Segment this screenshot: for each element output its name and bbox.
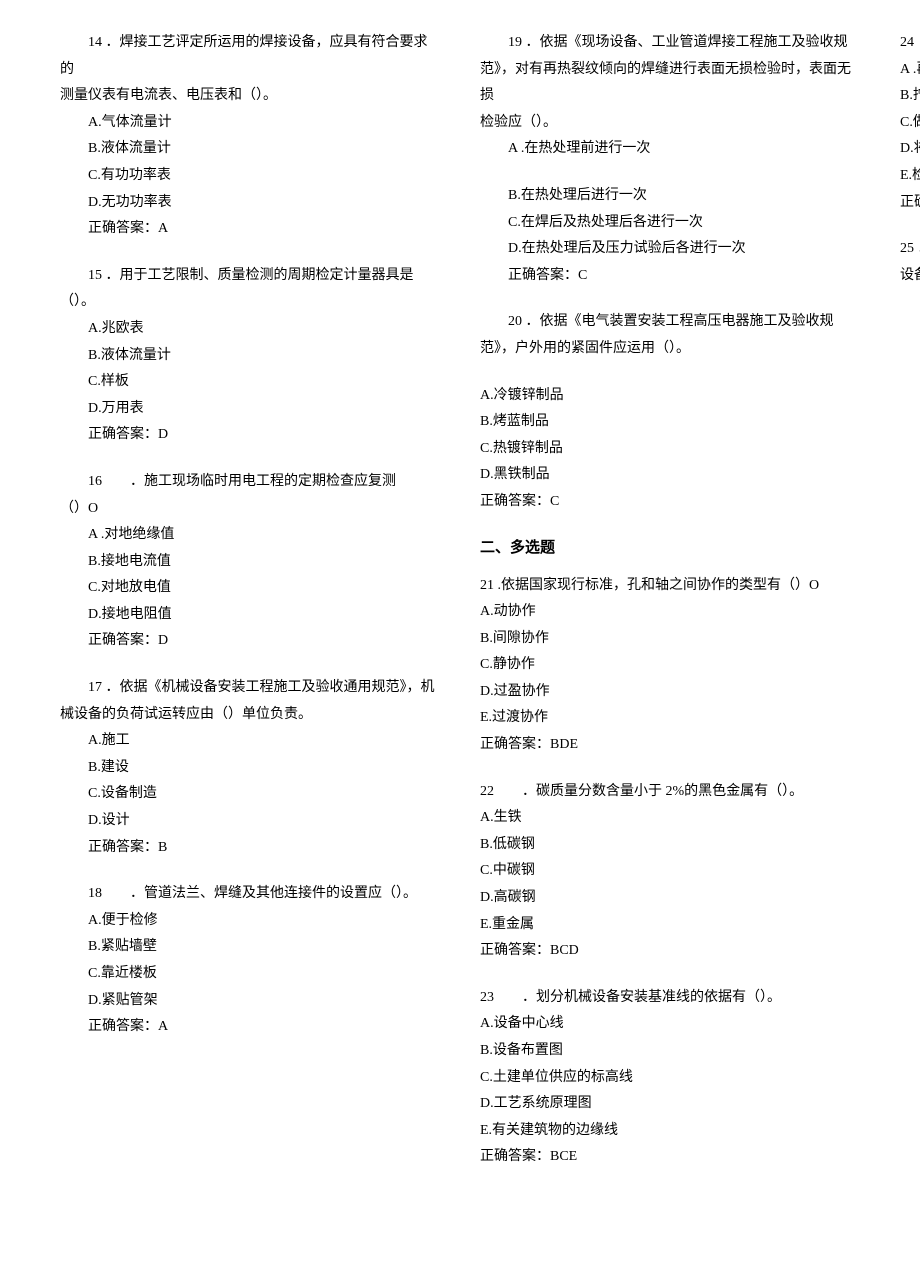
section-2-title: 二、多选题 (480, 536, 860, 557)
q17-stem-line2: 械设备的负荷试运转应由（）单位负责。 (60, 702, 440, 729)
question-22: 22 ．碳质量分数含量小于 2%的黑色金属有（）。 A.生铁 B.低碳钢 C.中… (480, 779, 860, 965)
q14-answer: 正确答案：A (60, 216, 440, 243)
q24-opt-c: C.做好安装记录 (900, 110, 920, 137)
question-18: 18 ．管道法兰、焊缝及其他连接件的设置应（）。 A.便于检修 B.紧贴墙壁 C… (60, 881, 440, 1041)
q17-opt-c: C.设备制造 (60, 781, 440, 808)
q19-answer: 正确答案：C (480, 263, 860, 290)
q19-opt-a: A .在热处理前进行一次 (480, 136, 860, 163)
q24-opt-d: D.将设备擦拭干净 (900, 136, 920, 163)
q20-opt-b: B.烤蓝制品 (480, 409, 860, 436)
q14-opt-a: A.气体流量计 (60, 110, 440, 137)
q18-opt-a: A.便于检修 (60, 908, 440, 935)
page: 14 ．焊接工艺评定所运用的焊接设备，应具有符合要求的 测量仪表有电流表、电压表… (0, 0, 920, 1214)
q17-opt-a: A.施工 (60, 728, 440, 755)
q20-opt-d: D.黑铁制品 (480, 462, 860, 489)
question-24: 24 ．成套配电装置柜体安装完毕后，应（）。 A .再全面复测一次 B.拧紧地脚… (900, 30, 920, 216)
q15-answer: 正确答案：D (60, 422, 440, 449)
question-19-stem: 19 ．依据《现场设备、工业管道焊接工程施工及验收规 范》，对有再热裂纹倾向的焊… (480, 30, 860, 163)
q15-opt-a: A.兆欧表 (60, 316, 440, 343)
q16-opt-a: A .对地绝缘值 (60, 522, 440, 549)
q24-opt-a: A .再全面复测一次 (900, 57, 920, 84)
q14-opt-d: D.无功功率表 (60, 190, 440, 217)
question-25: 25 ．管道施工前，与管道连接的设备安装就位固定完毕， 设备的（）应符合设计要求… (900, 236, 920, 289)
q21-answer: 正确答案：BDE (480, 732, 860, 759)
q23-answer: 正确答案：BCE (480, 1144, 860, 1171)
q19-opt-c: C.在焊后及热处理后各进行一次 (480, 210, 860, 237)
question-14: 14 ．焊接工艺评定所运用的焊接设备，应具有符合要求的 测量仪表有电流表、电压表… (60, 30, 440, 243)
q15-opt-c: C.样板 (60, 369, 440, 396)
q23-opt-c: C.土建单位供应的标高线 (480, 1065, 860, 1092)
q14-opt-b: B.液体流量计 (60, 136, 440, 163)
q24-opt-e: E.检查柜内照明 (900, 163, 920, 190)
q23-opt-d: D.工艺系统原理图 (480, 1091, 860, 1118)
q14-opt-c: C.有功功率表 (60, 163, 440, 190)
q22-opt-d: D.高碳钢 (480, 885, 860, 912)
q14-stem-line2: 测量仪表有电流表、电压表和（）。 (60, 83, 440, 110)
question-20-stem: 20 ．依据《电气装置安装工程高压电器施工及验收规 范》，户外用的紧固件应运用（… (480, 309, 860, 362)
q15-opt-b: B.液体流量计 (60, 343, 440, 370)
q17-answer: 正确答案：B (60, 835, 440, 862)
q17-stem-line1: 17 ．依据《机械设备安装工程施工及验收通用规范》，机 (60, 675, 440, 702)
q23-stem: 23 ．划分机械设备安装基准线的依据有（）。 (480, 985, 860, 1012)
q18-opt-b: B.紧贴墙壁 (60, 934, 440, 961)
q16-answer: 正确答案：D (60, 628, 440, 655)
q16-stem-line2: （）O (60, 496, 440, 523)
q21-opt-d: D.过盈协作 (480, 679, 860, 706)
q22-opt-a: A.生铁 (480, 805, 860, 832)
q16-opt-b: B.接地电流值 (60, 549, 440, 576)
q17-opt-b: B.建设 (60, 755, 440, 782)
q21-opt-e: E.过渡协作 (480, 705, 860, 732)
q15-opt-d: D.万用表 (60, 396, 440, 423)
q21-opt-c: C.静协作 (480, 652, 860, 679)
q25-stem-line2: 设备的（）应符合设计要求。 (900, 263, 920, 290)
q18-opt-c: C.靠近楼板 (60, 961, 440, 988)
question-20-opts: A.冷镀锌制品 B.烤蓝制品 C.热镀锌制品 D.黑铁制品 正确答案：C (480, 383, 860, 516)
q14-stem-line1: 14 ．焊接工艺评定所运用的焊接设备，应具有符合要求的 (60, 30, 440, 83)
q22-opt-e: E.重金属 (480, 912, 860, 939)
q24-opt-b: B.拧紧地脚螺栓 (900, 83, 920, 110)
question-21: 21 .依据国家现行标准，孔和轴之间协作的类型有（）O A.动协作 B.间隙协作… (480, 573, 860, 759)
q20-opt-a: A.冷镀锌制品 (480, 383, 860, 410)
q24-stem: 24 ．成套配电装置柜体安装完毕后，应（）。 (900, 30, 920, 57)
question-19-rest: B.在热处理后进行一次 C.在焊后及热处理后各进行一次 D.在热处理后及压力试验… (480, 183, 860, 289)
q21-stem: 21 .依据国家现行标准，孔和轴之间协作的类型有（）O (480, 573, 860, 600)
question-16: 16 ．施工现场临时用电工程的定期检查应复测 （）O A .对地绝缘值 B.接地… (60, 469, 440, 655)
question-17: 17 ．依据《机械设备安装工程施工及验收通用规范》，机 械设备的负荷试运转应由（… (60, 675, 440, 861)
q16-stem-line1: 16 ．施工现场临时用电工程的定期检查应复测 (60, 469, 440, 496)
q20-answer: 正确答案：C (480, 489, 860, 516)
q19-opt-b: B.在热处理后进行一次 (480, 183, 860, 210)
q17-opt-d: D.设计 (60, 808, 440, 835)
q15-stem: 15 ．用于工艺限制、质量检测的周期检定计量器具是（）。 (60, 263, 440, 316)
q19-opt-d: D.在热处理后及压力试验后各进行一次 (480, 236, 860, 263)
q23-opt-b: B.设备布置图 (480, 1038, 860, 1065)
q16-opt-d: D.接地电阻值 (60, 602, 440, 629)
q16-opt-c: C.对地放电值 (60, 575, 440, 602)
q18-opt-d: D.紧贴管架 (60, 988, 440, 1015)
q22-opt-b: B.低碳钢 (480, 832, 860, 859)
q25-stem-line1: 25 ．管道施工前，与管道连接的设备安装就位固定完毕， (900, 236, 920, 263)
q22-stem: 22 ．碳质量分数含量小于 2%的黑色金属有（）。 (480, 779, 860, 806)
q20-stem-line1: 20 ．依据《电气装置安装工程高压电器施工及验收规 (480, 309, 860, 336)
question-23: 23 ．划分机械设备安装基准线的依据有（）。 A.设备中心线 B.设备布置图 C… (480, 985, 860, 1171)
q20-opt-c: C.热镀锌制品 (480, 436, 860, 463)
q21-opt-a: A.动协作 (480, 599, 860, 626)
q19-stem-line3: 检验应（）。 (480, 110, 860, 137)
q18-stem: 18 ．管道法兰、焊缝及其他连接件的设置应（）。 (60, 881, 440, 908)
q19-stem-line2: 范》，对有再热裂纹倾向的焊缝进行表面无损检验时，表面无损 (480, 57, 860, 110)
q22-answer: 正确答案：BCD (480, 938, 860, 965)
q23-opt-a: A.设备中心线 (480, 1011, 860, 1038)
q22-opt-c: C.中碳钢 (480, 858, 860, 885)
q19-stem-line1: 19 ．依据《现场设备、工业管道焊接工程施工及验收规 (480, 30, 860, 57)
question-15: 15 ．用于工艺限制、质量检测的周期检定计量器具是（）。 A.兆欧表 B.液体流… (60, 263, 440, 449)
q18-answer: 正确答案：A (60, 1014, 440, 1041)
q21-opt-b: B.间隙协作 (480, 626, 860, 653)
q24-answer: 正确答案：ACD (900, 190, 920, 217)
q20-stem-line2: 范》，户外用的紧固件应运用（）。 (480, 336, 860, 363)
q23-opt-e: E.有关建筑物的边缘线 (480, 1118, 860, 1145)
